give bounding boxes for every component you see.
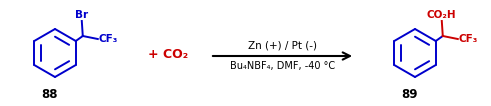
Text: Bu₄NBF₄, DMF, -40 °C: Bu₄NBF₄, DMF, -40 °C [230, 61, 335, 71]
Text: + CO₂: + CO₂ [148, 47, 188, 61]
Text: 88: 88 [42, 88, 58, 101]
Text: 89: 89 [402, 88, 418, 101]
Text: Br: Br [75, 10, 88, 20]
Text: Zn (+) / Pt (-): Zn (+) / Pt (-) [248, 40, 317, 50]
Text: CF₃: CF₃ [99, 34, 118, 44]
Text: CO₂H: CO₂H [427, 10, 457, 20]
Text: CF₃: CF₃ [459, 34, 478, 44]
